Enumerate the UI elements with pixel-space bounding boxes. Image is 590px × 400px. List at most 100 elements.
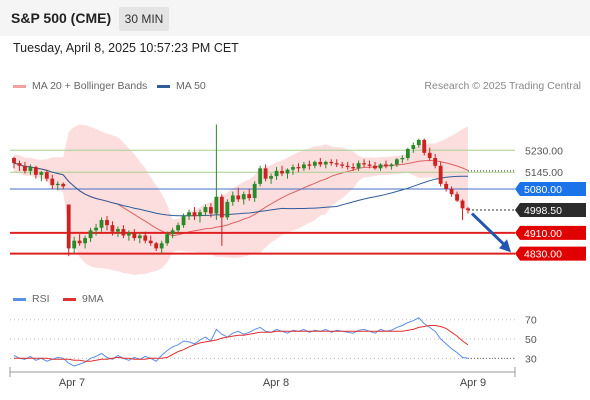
bollinger-fill — [14, 124, 468, 275]
candle-body — [301, 164, 306, 169]
candle-body — [367, 164, 372, 166]
timeframe-badge[interactable]: 30 MIN — [119, 7, 169, 31]
candle-body — [159, 243, 164, 249]
level-label-5080.00: 5080.00 — [524, 184, 562, 196]
candle-body — [132, 232, 137, 239]
research-credit: Research © 2025 Trading Central — [424, 80, 581, 92]
candle-body — [50, 178, 55, 186]
rsi-ma-line — [14, 325, 469, 362]
legend-ma50: MA 50 — [157, 80, 206, 92]
candle-body — [433, 158, 438, 166]
level-label-5230.00: 5230.00 — [525, 145, 563, 157]
candle-body — [460, 200, 465, 209]
legend-bollinger-label: MA 20 + Bollinger Bands — [32, 80, 148, 92]
candle-body — [105, 220, 109, 226]
rsi-panel: 70 50 30 — [10, 315, 537, 367]
candle-body — [252, 183, 257, 199]
candle-body — [373, 165, 377, 169]
candle-body — [28, 167, 33, 171]
bollinger-swatch — [13, 84, 26, 88]
candle-body — [449, 189, 454, 195]
candle-body — [77, 240, 82, 244]
candle-body — [400, 158, 405, 160]
level-tag-4830.00 — [515, 246, 586, 261]
candle-body — [126, 232, 131, 236]
candle-body — [312, 161, 317, 166]
candle-body — [345, 165, 350, 168]
candle-body — [307, 164, 312, 166]
candle-body — [405, 148, 410, 158]
candle-body — [334, 163, 339, 165]
candle-body — [340, 164, 345, 166]
candle-body — [362, 163, 366, 165]
candle-body — [444, 183, 449, 189]
candle-body — [258, 168, 263, 184]
chart-title: S&P 500 (CME) — [11, 10, 112, 26]
candle-body — [181, 216, 186, 226]
rsi-ma-swatch — [63, 297, 76, 301]
candle-body — [236, 195, 241, 200]
candle-body — [296, 167, 301, 169]
candle-body — [137, 235, 142, 239]
moving-averages — [13, 162, 469, 217]
bollinger-bands — [13, 124, 469, 275]
candle-body — [241, 194, 246, 200]
candle-body — [143, 235, 148, 241]
legend-rsi-label: RSI — [32, 293, 50, 305]
candle-body — [214, 196, 219, 214]
candle-body — [466, 208, 470, 211]
candle-body — [116, 229, 120, 232]
legend-rsi-ma-label: 9MA — [82, 293, 104, 305]
candle-body — [225, 201, 230, 218]
candle-body — [422, 139, 427, 153]
candle-body — [17, 163, 22, 166]
level-label-4910.00: 4910.00 — [524, 228, 562, 240]
forecast-arrow-head — [499, 239, 511, 253]
candle-body — [44, 172, 49, 179]
candle-body — [263, 168, 268, 179]
candle-body — [318, 161, 323, 165]
candle-body — [438, 165, 443, 184]
candle-body — [192, 212, 197, 217]
candle-body — [219, 196, 224, 218]
candlesticks — [12, 124, 470, 257]
candle-body — [176, 225, 181, 231]
rsi-line — [13, 317, 469, 367]
legend-rsi: RSI — [13, 293, 50, 305]
candle-body — [99, 220, 104, 228]
candle-body — [280, 170, 284, 174]
candle-body — [154, 243, 159, 249]
candle-body — [88, 230, 93, 239]
legend-rsi-ma: 9MA — [63, 293, 104, 305]
candle-body — [121, 229, 126, 236]
legend-bollinger: MA 20 + Bollinger Bands — [13, 80, 147, 92]
forecast-arrow-shaft — [470, 212, 509, 249]
rsi-tick-50: 50 — [525, 334, 537, 346]
timestamp: Tuesday, April 8, 2025 10:57:23 PM CET — [13, 41, 239, 55]
candle-body — [23, 165, 27, 171]
ma50-swatch — [157, 84, 170, 88]
candle-body — [416, 139, 421, 146]
candle-body — [269, 176, 273, 179]
candle-body — [384, 164, 388, 167]
level-labels: 5230.00 5145.00 5080.00 4910.00 4830.00 4998.… — [515, 145, 586, 261]
forecast-arrow — [470, 212, 511, 253]
last-price-tag — [515, 203, 586, 218]
level-label-4830.00: 4830.00 — [524, 249, 562, 261]
candle-body — [230, 195, 235, 202]
candle-body — [411, 145, 416, 149]
candle-body — [285, 169, 290, 174]
last-price-label: 4998.50 — [524, 205, 562, 217]
x-tick-label: Apr 9 — [460, 377, 486, 389]
chart-header: S&P 500 (CME) 30 MIN — [0, 0, 590, 36]
candle-body — [203, 207, 208, 213]
candle-body — [351, 167, 356, 169]
level-tag-5080.00 — [515, 182, 586, 196]
rsi-tick-70: 70 — [525, 315, 537, 327]
candle-body — [394, 159, 399, 165]
candle-body — [55, 183, 60, 186]
level-label-5145.00: 5145.00 — [525, 167, 563, 179]
ma50-line — [13, 162, 469, 217]
price-levels — [10, 149, 515, 255]
